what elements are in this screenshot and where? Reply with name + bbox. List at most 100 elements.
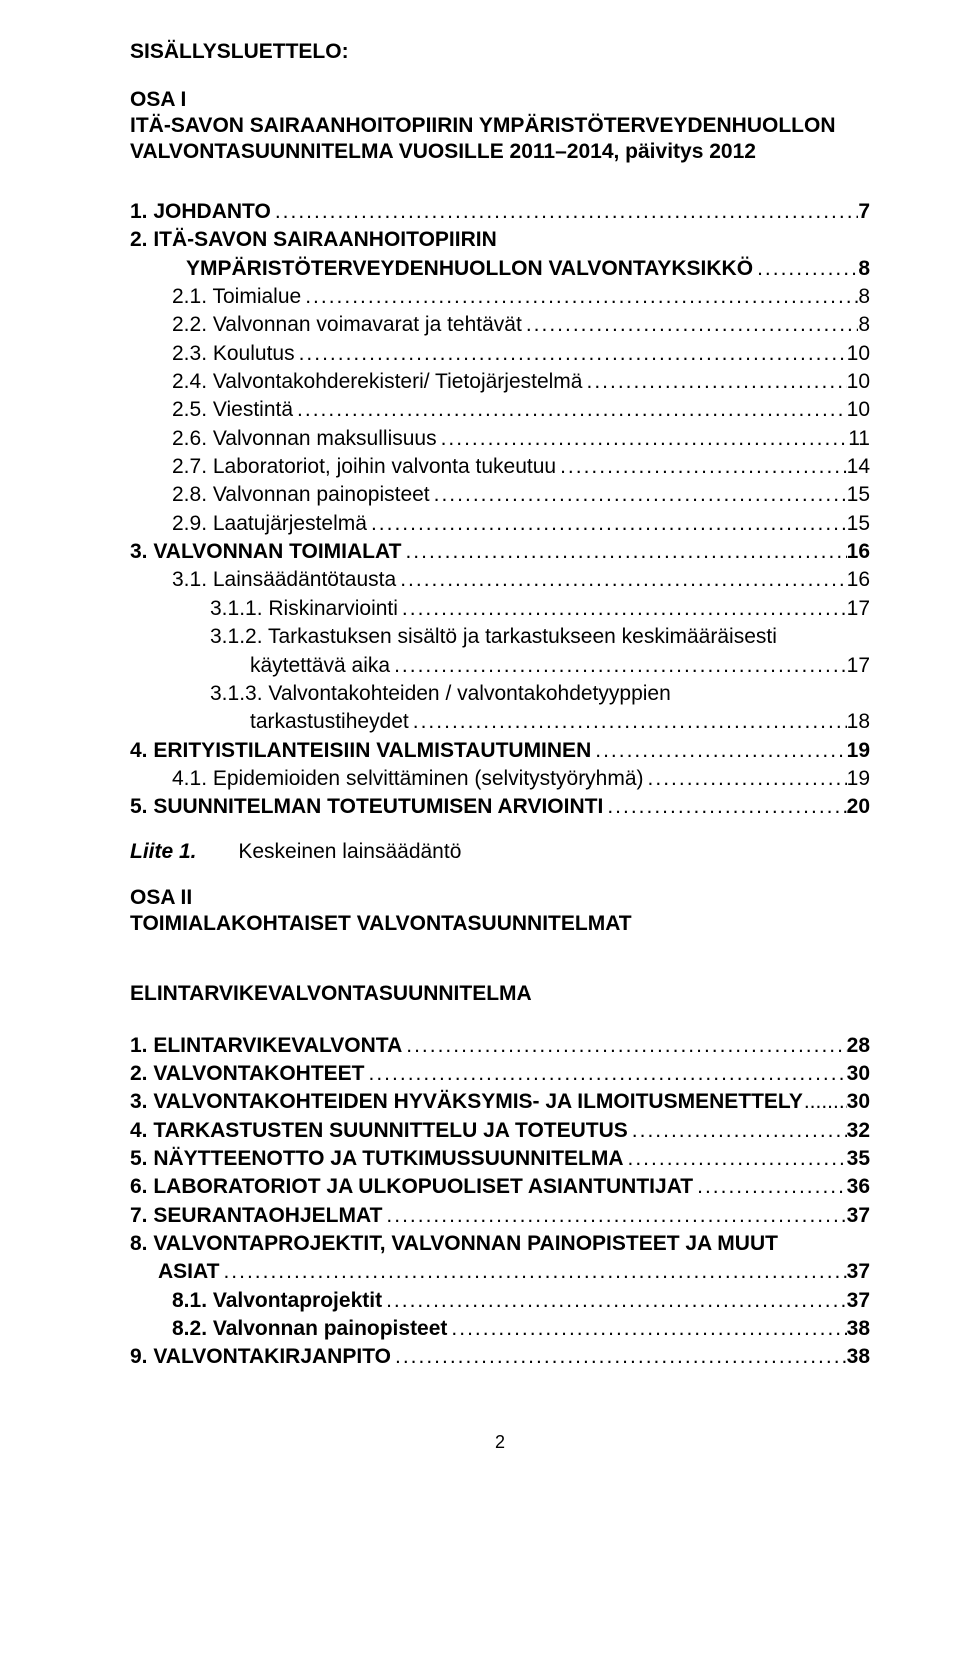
toc-page: 8: [858, 311, 870, 339]
toc-leader-dots: [753, 255, 858, 283]
toc-entry: 8. VALVONTAPROJEKTIT, VALVONNAN PAINOPIS…: [130, 1230, 870, 1258]
toc-leader-dots: [430, 481, 847, 509]
toc-leader-dots: [644, 765, 847, 793]
toc-entry: 3.1.1. Riskinarviointi17: [130, 595, 870, 623]
toc-entry: 2.1. Toimialue 8: [130, 283, 870, 311]
toc-label: 9. VALVONTAKIRJANPITO: [130, 1343, 391, 1371]
toc-page: 15: [847, 510, 870, 538]
toc-label: 2.4. Valvontakohderekisteri/ Tietojärjes…: [172, 368, 582, 396]
toc-leader-dots: [437, 425, 849, 453]
toc-page: 16: [847, 538, 870, 566]
toc-label: 2.1. Toimialue: [172, 283, 301, 311]
toc-part-1: 1. JOHDANTO 7 2. ITÄ-SAVON SAIRAANHOITOPII…: [130, 198, 870, 822]
toc-label: käytettävä aika: [250, 652, 390, 680]
toc-entry: 2.9. Laatujärjestelmä 15: [130, 510, 870, 538]
toc-page: 28: [847, 1032, 870, 1060]
toc-entry: 8.1. Valvontaprojektit37: [130, 1287, 870, 1315]
toc-page: 10: [847, 368, 870, 396]
toc-entry: 2.2. Valvonnan voimavarat ja tehtävät8: [130, 311, 870, 339]
toc-label: 2.3. Koulutus: [172, 340, 295, 368]
toc-leader-dots: [365, 1060, 847, 1088]
toc-label: ASIAT: [158, 1258, 219, 1286]
toc-leader-dots: [603, 793, 846, 821]
toc-label: 2.7. Laboratoriot, joihin valvonta tukeu…: [172, 453, 556, 481]
toc-label: 8.2. Valvonnan painopisteet: [172, 1315, 447, 1343]
toc-page: 37: [847, 1258, 870, 1286]
toc-heading: SISÄLLYSLUETTELO:: [130, 40, 870, 64]
toc-label: 8. VALVONTAPROJEKTIT, VALVONNAN PAINOPIS…: [130, 1230, 778, 1258]
toc-leader-dots: [591, 737, 846, 765]
toc-label: 2. VALVONTAKOHTEET: [130, 1060, 365, 1088]
toc-page: 10: [847, 396, 870, 424]
toc-entry: 5. NÄYTTEENOTTO JA TUTKIMUSSUUNNITELMA35: [130, 1145, 870, 1173]
toc-label: 2.9. Laatujärjestelmä: [172, 510, 367, 538]
toc-leader-dots: [398, 595, 847, 623]
toc-label: 3.1. Lainsäädäntötausta: [172, 566, 396, 594]
toc-entry: tarkastustiheydet18: [130, 708, 870, 736]
toc-page: 30: [847, 1088, 870, 1116]
page-number: 2: [130, 1432, 870, 1453]
toc-leader-dots: [582, 368, 846, 396]
toc-leader-dots: [556, 453, 847, 481]
toc-entry: 3. VALVONNAN TOIMIALAT 16: [130, 538, 870, 566]
toc-entry: 3. VALVONTAKOHTEIDEN HYVÄKSYMIS- JA ILMO…: [130, 1088, 870, 1116]
toc-leader-dots: [271, 198, 859, 226]
toc-page: 19: [847, 765, 870, 793]
toc-label: 4.1. Epidemioiden selvittäminen (selvity…: [172, 765, 644, 793]
toc-leader-dots: [693, 1173, 847, 1201]
toc-page: 8: [858, 283, 870, 311]
toc-label: 3.1.2. Tarkastuksen sisältö ja tarkastuk…: [210, 623, 777, 651]
toc-leader-dots: [219, 1258, 846, 1286]
toc-page: 36: [847, 1173, 870, 1201]
liite-line: Liite 1. Keskeinen lainsäädäntö: [130, 840, 870, 864]
osa2-title: TOIMIALAKOHTAISET VALVONTASUUNNITELMAT: [130, 912, 870, 936]
osa1-label: OSA I: [130, 88, 870, 112]
toc-page: 37: [847, 1202, 870, 1230]
toc-label: 3. VALVONNAN TOIMIALAT: [130, 538, 401, 566]
toc-leader-dots: [390, 652, 847, 680]
toc-page: 38: [847, 1343, 870, 1371]
toc-leader-dots: [803, 1088, 847, 1116]
toc-leader-dots: [301, 283, 858, 311]
toc-page: 38: [847, 1315, 870, 1343]
toc-page: 37: [847, 1287, 870, 1315]
toc-entry: 2.3. Koulutus 10: [130, 340, 870, 368]
toc-page: 7: [858, 198, 870, 226]
toc-label: 1. JOHDANTO: [130, 198, 271, 226]
toc-leader-dots: [409, 708, 847, 736]
toc-leader-dots: [447, 1315, 846, 1343]
toc-leader-dots: [293, 396, 847, 424]
liite-label: Liite 1.: [130, 840, 197, 863]
toc-label: 2. ITÄ-SAVON SAIRAANHOITOPIIRIN: [130, 226, 497, 254]
toc-entry: 9. VALVONTAKIRJANPITO 38: [130, 1343, 870, 1371]
osa2-label: OSA II: [130, 886, 870, 910]
toc-label: 4. ERITYISTILANTEISIIN VALMISTAUTUMINEN: [130, 737, 591, 765]
toc-leader-dots: [402, 1032, 846, 1060]
toc-entry: 2. ITÄ-SAVON SAIRAANHOITOPIIRIN: [130, 226, 870, 254]
toc-label: 5. SUUNNITELMAN TOTEUTUMISEN ARVIOINTI: [130, 793, 603, 821]
toc-page: 10: [847, 340, 870, 368]
toc-label: 2.6. Valvonnan maksullisuus: [172, 425, 437, 453]
toc-entry: YMPÄRISTÖTERVEYDENHUOLLON VALVONTAYKSIKK…: [130, 255, 870, 283]
toc-page: 14: [847, 453, 870, 481]
toc-leader-dots: [367, 510, 847, 538]
toc-label: YMPÄRISTÖTERVEYDENHUOLLON VALVONTAYKSIKK…: [186, 255, 753, 283]
toc-entry: 5. SUUNNITELMAN TOTEUTUMISEN ARVIOINTI20: [130, 793, 870, 821]
toc-entry: käytettävä aika 17: [130, 652, 870, 680]
toc-entry: 2.6. Valvonnan maksullisuus11: [130, 425, 870, 453]
toc-label: 1. ELINTARVIKEVALVONTA: [130, 1032, 402, 1060]
toc-entry: 6. LABORATORIOT JA ULKOPUOLISET ASIANTUN…: [130, 1173, 870, 1201]
toc-label: 2.8. Valvonnan painopisteet: [172, 481, 430, 509]
toc-entry: 4.1. Epidemioiden selvittäminen (selvity…: [130, 765, 870, 793]
toc-page: 17: [847, 652, 870, 680]
osa1-title-line2: VALVONTASUUNNITELMA VUOSILLE 2011–2014, …: [130, 140, 870, 164]
toc-page: 30: [847, 1060, 870, 1088]
toc-leader-dots: [401, 538, 846, 566]
toc-label: 3. VALVONTAKOHTEIDEN HYVÄKSYMIS- JA ILMO…: [130, 1088, 803, 1116]
toc-entry: 2.4. Valvontakohderekisteri/ Tietojärjes…: [130, 368, 870, 396]
toc-entry: 3.1. Lainsäädäntötausta16: [130, 566, 870, 594]
toc-label: 3.1.3. Valvontakohteiden / valvontakohde…: [210, 680, 671, 708]
toc-leader-dots: [628, 1117, 847, 1145]
toc-entry: 8.2. Valvonnan painopisteet 38: [130, 1315, 870, 1343]
toc-label: 4. TARKASTUSTEN SUUNNITTELU JA TOTEUTUS: [130, 1117, 628, 1145]
